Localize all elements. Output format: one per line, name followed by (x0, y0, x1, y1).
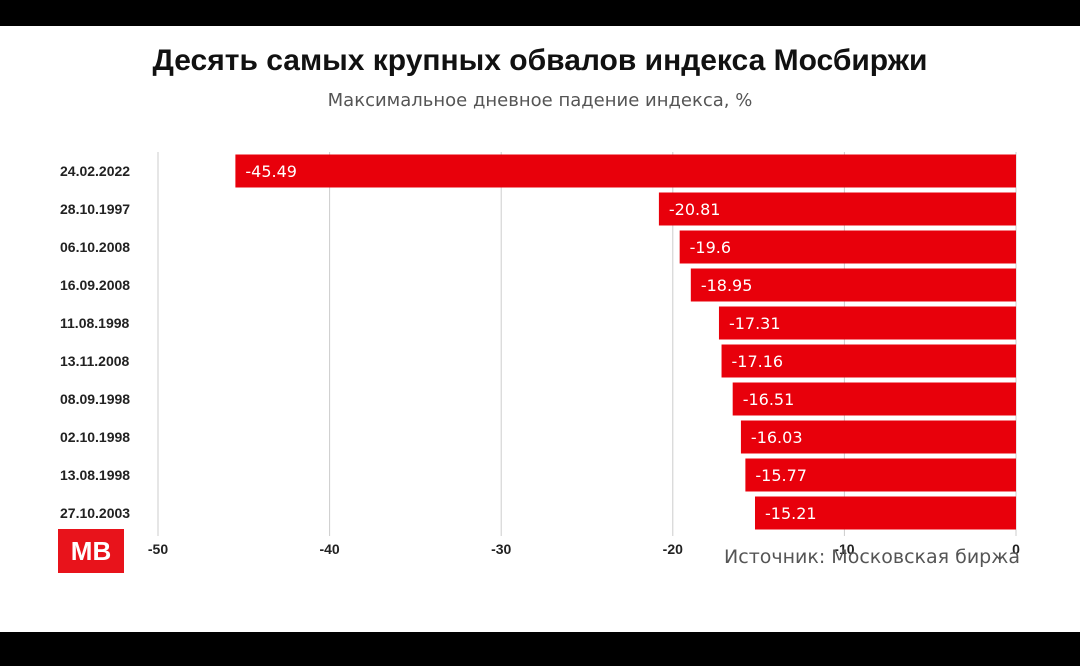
bar-value-label: -16.51 (743, 390, 795, 409)
source-note: Источник: Московская биржа (724, 546, 1020, 568)
bar (732, 382, 1016, 416)
bar-value-label: -19.6 (690, 238, 731, 257)
bar (235, 154, 1016, 188)
x-tick-label: -50 (148, 541, 168, 557)
chart-title: Десять самых крупных обвалов индекса Мос… (152, 44, 928, 77)
category-label: 13.11.2008 (60, 353, 130, 369)
x-axis-ticks: -50 -40 -30 -20 -10 0 (148, 541, 1020, 557)
category-label: 06.10.2008 (60, 239, 130, 255)
bar-value-label: -20.81 (669, 200, 721, 219)
bar (718, 306, 1016, 340)
bar (740, 420, 1016, 454)
category-labels: 24.02.2022 28.10.1997 06.10.2008 16.09.2008… (60, 163, 130, 521)
x-tick-label: -30 (491, 541, 511, 557)
bar-value-label: -16.03 (751, 428, 803, 447)
bar-value-label: -17.16 (732, 352, 784, 371)
category-label: 11.08.1998 (60, 315, 130, 331)
bar (721, 344, 1016, 378)
bar (745, 458, 1016, 492)
bar-value-label: -15.77 (755, 466, 807, 485)
x-tick-label: 0 (1012, 541, 1020, 557)
x-tick-label: -20 (663, 541, 683, 557)
x-tick-label: -10 (834, 541, 854, 557)
category-label: 02.10.1998 (60, 429, 130, 445)
bar-value-label: -18.95 (701, 276, 753, 295)
category-label: 13.08.1998 (60, 467, 130, 483)
category-label: 27.10.2003 (60, 505, 130, 521)
x-tick-label: -40 (319, 541, 339, 557)
bar-value-label: -17.31 (729, 314, 781, 333)
bars: -45.49 -20.81 -19.6 -18.95 -17.31 -17.16 -16.5… (235, 154, 1016, 530)
bar (658, 192, 1016, 226)
bar-value-label: -15.21 (765, 504, 817, 523)
mb-logo: MB (58, 529, 124, 573)
bar (679, 230, 1016, 264)
chart-subtitle: Максимальное дневное падение индекса, % (327, 90, 753, 111)
bar (754, 496, 1016, 530)
bar (690, 268, 1016, 302)
bar-value-label: -45.49 (245, 162, 297, 181)
category-label: 16.09.2008 (60, 277, 130, 293)
category-label: 24.02.2022 (60, 163, 130, 179)
category-label: 08.09.1998 (60, 391, 130, 407)
category-label: 28.10.1997 (60, 201, 130, 217)
